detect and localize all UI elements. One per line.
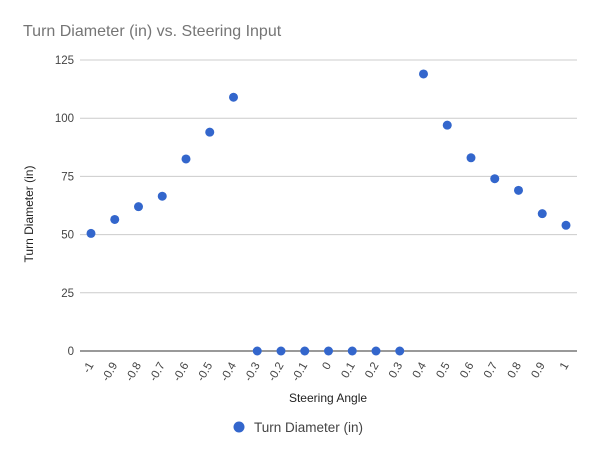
- data-point[interactable]: [514, 185, 523, 195]
- data-point[interactable]: [561, 220, 571, 230]
- data-point[interactable]: [371, 346, 381, 356]
- x-tick-label: 0.8: [506, 361, 524, 381]
- chart-title: Turn Diameter (in) vs. Steering Input: [23, 23, 282, 40]
- data-point[interactable]: [466, 153, 476, 163]
- x-tick-label: -0.7: [148, 361, 168, 384]
- data-point[interactable]: [537, 209, 547, 219]
- x-tick-label: -0.3: [243, 361, 263, 384]
- data-point[interactable]: [276, 346, 286, 356]
- gridlines: [80, 59, 577, 294]
- data-point[interactable]: [300, 346, 310, 356]
- x-axis-tick-labels: -1 -0.9 -0.8 -0.7 -0.6 -0.5 -0.4 -0.3 -0.2 -0.1 0 0…: [81, 360, 572, 384]
- x-tick-label: -1: [81, 361, 97, 376]
- y-tick-label: 75: [61, 171, 74, 183]
- data-point[interactable]: [110, 214, 120, 224]
- x-tick-label: -0.5: [195, 361, 215, 384]
- x-tick-label: -0.9: [100, 361, 120, 384]
- x-tick-label: 1: [558, 361, 572, 373]
- y-tick-label: 25: [61, 288, 74, 300]
- data-point[interactable]: [324, 346, 333, 356]
- data-point[interactable]: [395, 346, 405, 356]
- x-tick-label: 0: [321, 361, 335, 373]
- y-tick-label: 125: [55, 55, 74, 67]
- x-tick-label: 0.6: [458, 361, 476, 381]
- x-tick-label: 0.3: [387, 361, 405, 381]
- data-point[interactable]: [86, 228, 96, 238]
- data-point[interactable]: [229, 92, 238, 102]
- y-axis-title: Turn Diameter (in): [22, 166, 36, 263]
- x-tick-label: -0.2: [266, 361, 286, 384]
- x-tick-label: 0.2: [363, 361, 381, 381]
- data-point[interactable]: [347, 346, 357, 356]
- x-tick-label: -0.1: [290, 361, 310, 384]
- y-tick-label: 100: [55, 113, 74, 125]
- x-tick-label: 0.1: [339, 361, 357, 381]
- x-tick-label: -0.8: [124, 361, 144, 384]
- x-tick-label: -0.4: [219, 360, 240, 384]
- legend-marker-icon: [233, 421, 245, 433]
- data-point[interactable]: [181, 154, 191, 164]
- x-tick-label: 0.7: [482, 361, 500, 381]
- x-axis-title: Steering Angle: [289, 391, 367, 405]
- data-point[interactable]: [134, 202, 143, 212]
- data-point[interactable]: [252, 346, 262, 356]
- data-point[interactable]: [442, 120, 452, 130]
- y-tick-label: 50: [61, 230, 74, 242]
- data-point[interactable]: [490, 174, 500, 184]
- x-tick-label: 0.9: [529, 361, 547, 381]
- y-tick-label: 0: [68, 346, 74, 358]
- x-tick-label: 0.4: [411, 360, 430, 380]
- x-tick-label: -0.6: [171, 361, 191, 384]
- legend[interactable]: Turn Diameter (in): [233, 420, 364, 435]
- data-points: [86, 69, 571, 356]
- data-point[interactable]: [157, 191, 167, 201]
- y-axis-tick-labels: 0 25 50 75 100 125: [55, 55, 74, 358]
- x-tick-label: 0.5: [434, 361, 452, 381]
- data-point[interactable]: [205, 127, 215, 137]
- data-point[interactable]: [419, 69, 428, 79]
- legend-label: Turn Diameter (in): [254, 420, 363, 435]
